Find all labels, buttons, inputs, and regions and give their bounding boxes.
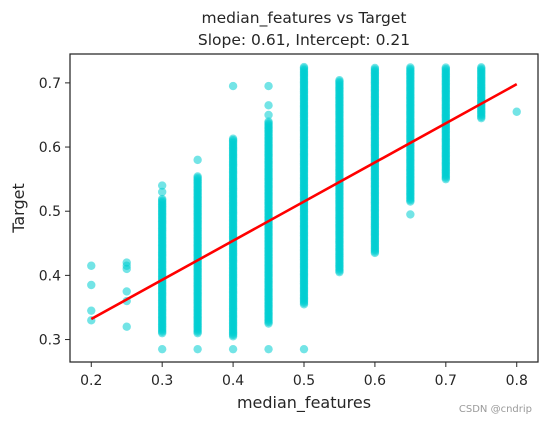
data-point bbox=[122, 264, 131, 274]
y-axis-label: Target bbox=[9, 183, 28, 234]
x-tick-label: 0.4 bbox=[222, 373, 244, 389]
chart-title: median_features vs Target bbox=[202, 9, 407, 28]
scatter-points bbox=[87, 62, 521, 354]
x-tick-label: 0.6 bbox=[364, 373, 386, 389]
data-point bbox=[406, 63, 415, 72]
data-point bbox=[87, 306, 96, 315]
y-tick-label: 0.7 bbox=[39, 76, 61, 92]
x-tick-label: 0.3 bbox=[151, 373, 173, 389]
chart-subtitle: Slope: 0.61, Intercept: 0.21 bbox=[198, 31, 410, 49]
data-point bbox=[264, 117, 273, 126]
data-point bbox=[228, 134, 238, 143]
data-point bbox=[264, 81, 273, 91]
data-point bbox=[157, 344, 167, 354]
y-axis-ticks: 0.3 0.4 0.5 0.6 0.7 bbox=[39, 76, 70, 349]
data-point bbox=[193, 172, 202, 181]
data-point bbox=[477, 63, 486, 72]
y-tick-label: 0.3 bbox=[39, 333, 61, 349]
x-axis-label: median_features bbox=[237, 393, 371, 413]
data-point bbox=[157, 181, 167, 190]
data-point bbox=[228, 344, 238, 354]
data-point bbox=[299, 62, 309, 72]
data-point bbox=[157, 194, 167, 204]
data-point bbox=[264, 101, 273, 110]
x-axis-ticks: 0.2 0.3 0.4 0.5 0.6 0.7 0.8 bbox=[80, 362, 528, 389]
x-tick-label: 0.2 bbox=[80, 373, 102, 389]
y-tick-label: 0.6 bbox=[39, 140, 61, 156]
data-point bbox=[264, 344, 273, 354]
data-point bbox=[193, 344, 202, 354]
data-point bbox=[441, 63, 451, 72]
data-point bbox=[87, 280, 96, 290]
data-point bbox=[512, 107, 521, 116]
x-tick-label: 0.7 bbox=[435, 373, 457, 389]
watermark: CSDN @cndrip bbox=[459, 404, 532, 415]
data-point bbox=[122, 322, 131, 331]
data-point bbox=[122, 287, 131, 296]
x-tick-label: 0.5 bbox=[293, 373, 315, 389]
data-point bbox=[228, 81, 238, 91]
data-point bbox=[335, 75, 344, 85]
data-point bbox=[87, 261, 96, 270]
y-tick-label: 0.4 bbox=[39, 268, 61, 284]
data-point bbox=[157, 187, 167, 197]
x-tick-label: 0.8 bbox=[506, 373, 528, 389]
data-point bbox=[193, 155, 202, 165]
data-point bbox=[264, 110, 273, 120]
data-point bbox=[299, 344, 309, 354]
data-point bbox=[406, 210, 415, 219]
data-point bbox=[370, 63, 380, 73]
y-tick-label: 0.5 bbox=[39, 204, 61, 220]
regression-line bbox=[90, 83, 518, 321]
